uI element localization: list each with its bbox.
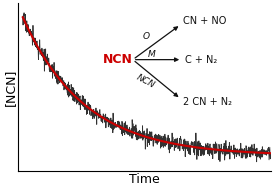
X-axis label: Time: Time	[129, 173, 159, 186]
Y-axis label: [NCN]: [NCN]	[4, 69, 16, 106]
Text: 2 CN + N₂: 2 CN + N₂	[183, 97, 232, 107]
Text: NCN: NCN	[135, 73, 156, 90]
Text: O: O	[142, 32, 149, 41]
Text: NCN: NCN	[103, 53, 133, 66]
Text: CN + NO: CN + NO	[183, 16, 227, 26]
Text: M: M	[148, 50, 156, 60]
Text: C + N₂: C + N₂	[185, 55, 217, 65]
